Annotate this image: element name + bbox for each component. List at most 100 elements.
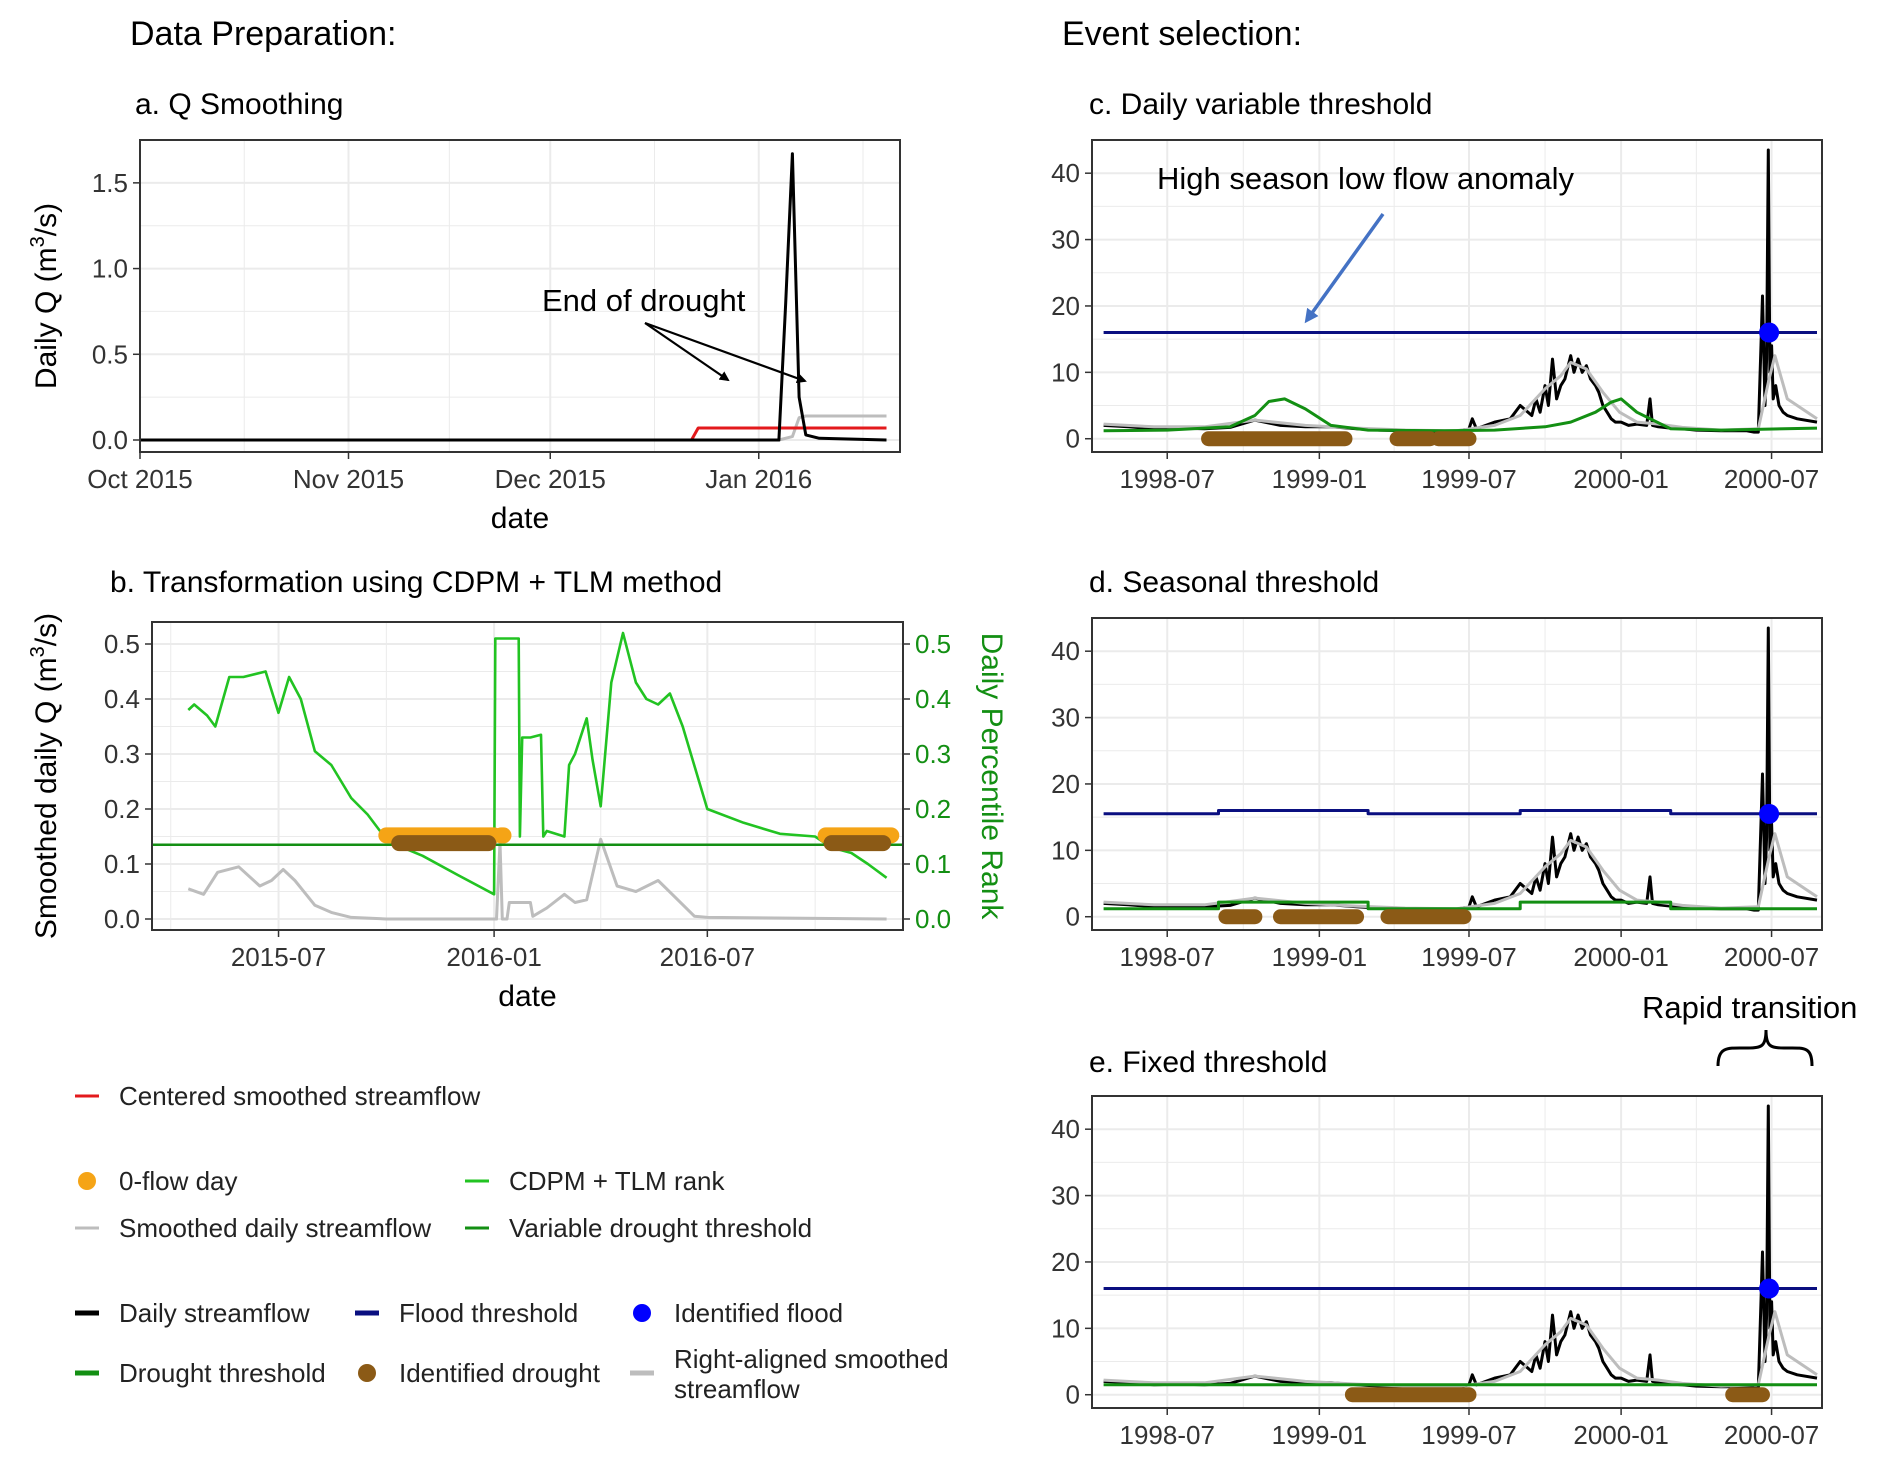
plot-frame bbox=[1091, 617, 1823, 931]
panel-c-chart: c. Daily variable threshold 1998-07 1999-0… bbox=[1051, 88, 1823, 494]
y-tick-label: 0 bbox=[1066, 1380, 1080, 1410]
x-axis-title: date bbox=[491, 502, 549, 535]
y-tick-label: 20 bbox=[1051, 769, 1080, 799]
legend-label: Centered smoothed streamflow bbox=[119, 1081, 481, 1111]
y-tick-label: 0.1 bbox=[104, 849, 140, 879]
x-tick-label: 1999-07 bbox=[1421, 464, 1516, 494]
y-tick-label: 20 bbox=[1051, 291, 1080, 321]
plot-frame bbox=[1091, 139, 1823, 453]
identified-flood-point bbox=[1759, 322, 1780, 343]
y-tick-label: 0 bbox=[1066, 902, 1080, 932]
legend-label: CDPM + TLM rank bbox=[509, 1166, 726, 1196]
y-tick-label: 0.3 bbox=[104, 739, 140, 769]
drought-threshold-line bbox=[1103, 900, 1817, 911]
x-tick-label: Jan 2016 bbox=[705, 464, 812, 494]
y-tick-label: 40 bbox=[1051, 1114, 1080, 1144]
y-tick-label: 30 bbox=[1051, 1181, 1080, 1211]
y2-tick-label: 0.4 bbox=[915, 684, 951, 714]
x-tick-label: 2000-07 bbox=[1724, 942, 1819, 972]
y-tick-label: 30 bbox=[1051, 225, 1080, 255]
y-tick-label: 0.5 bbox=[104, 629, 140, 659]
legend-label: Daily streamflow bbox=[119, 1298, 310, 1328]
panel-e-chart: e. Fixed threshold 1998-07 1999-01 1999-07 2… bbox=[1051, 990, 1857, 1450]
legend-label: streamflow bbox=[674, 1374, 800, 1404]
plot-frame bbox=[1091, 1095, 1823, 1409]
legend-label: Drought threshold bbox=[119, 1358, 326, 1388]
high-season-anomaly-annotation: High season low flow anomaly bbox=[1157, 161, 1574, 196]
daily-series-line bbox=[140, 152, 887, 442]
y-tick-label: 30 bbox=[1051, 703, 1080, 733]
legend-label: Identified drought bbox=[399, 1358, 601, 1388]
y-tick-label: 1.0 bbox=[92, 254, 128, 284]
y-tick-label: 10 bbox=[1051, 835, 1080, 865]
y2-axis-title: Daily Percentile Rank bbox=[975, 633, 1008, 921]
legend-label: Variable drought threshold bbox=[509, 1213, 812, 1243]
y-axis-title-part: /s) bbox=[30, 613, 63, 646]
plot-frame bbox=[139, 139, 901, 453]
plot-frame bbox=[151, 621, 904, 931]
y-axis-title-superscript: 3 bbox=[27, 646, 49, 657]
drought-threshold-line bbox=[1103, 397, 1818, 433]
x-tick-label: Oct 2015 bbox=[87, 464, 193, 494]
end-of-drought-annotation: End of drought bbox=[542, 283, 746, 318]
y-axis-title-part: Daily Q (m bbox=[30, 247, 63, 389]
x-tick-label: 1999-01 bbox=[1272, 942, 1367, 972]
y-tick-label: 0.4 bbox=[104, 684, 140, 714]
identified-flood-point bbox=[1759, 803, 1780, 824]
flood-threshold-line bbox=[1103, 809, 1817, 816]
panel-title: d. Seasonal threshold bbox=[1089, 566, 1379, 599]
panel-title: c. Daily variable threshold bbox=[1089, 88, 1433, 121]
x-tick-label: 2016-07 bbox=[660, 942, 755, 972]
x-tick-label: 1998-07 bbox=[1120, 1420, 1215, 1450]
y2-tick-label: 0.2 bbox=[915, 794, 951, 824]
x-tick-label: 2016-01 bbox=[446, 942, 541, 972]
y-tick-label: 0 bbox=[1066, 424, 1080, 454]
daily-streamflow-line bbox=[1103, 1104, 1818, 1390]
panel-title: b. Transformation using CDPM + TLM metho… bbox=[110, 566, 722, 599]
y2-tick-label: 0.1 bbox=[915, 849, 951, 879]
x-tick-label: Dec 2015 bbox=[495, 464, 606, 494]
y2-tick-label: 0.3 bbox=[915, 739, 951, 769]
left-section-header: Data Preparation: bbox=[130, 15, 397, 53]
legend-key-zero_flow bbox=[78, 1172, 96, 1190]
x-tick-label: 2000-01 bbox=[1573, 942, 1668, 972]
panel-title: e. Fixed threshold bbox=[1089, 1046, 1327, 1079]
x-tick-label: 1998-07 bbox=[1120, 942, 1215, 972]
panel-b-chart: b. Transformation using CDPM + TLM metho… bbox=[27, 566, 1008, 1013]
x-tick-label: 2000-07 bbox=[1724, 1420, 1819, 1450]
rapid-transition-annotation: Rapid transition bbox=[1642, 990, 1857, 1025]
y-axis-title-part: /s) bbox=[30, 203, 63, 236]
y-axis-title-part: Smoothed daily Q (m bbox=[30, 657, 63, 939]
right-aligned-smoothed-streamflow-line bbox=[1103, 354, 1818, 433]
right-aligned-smoothed-streamflow-line bbox=[1103, 832, 1818, 911]
x-tick-label: 1999-01 bbox=[1272, 464, 1367, 494]
legend-label: 0-flow day bbox=[119, 1166, 238, 1196]
x-tick-label: 1999-07 bbox=[1421, 942, 1516, 972]
x-tick-label: 1999-01 bbox=[1272, 1420, 1367, 1450]
legend-key-drought bbox=[358, 1364, 376, 1382]
legend-label: Smoothed daily streamflow bbox=[119, 1213, 431, 1243]
x-tick-label: 2000-01 bbox=[1573, 1420, 1668, 1450]
x-tick-label: 2015-07 bbox=[231, 942, 326, 972]
x-tick-label: 1999-07 bbox=[1421, 1420, 1516, 1450]
y-tick-label: 40 bbox=[1051, 158, 1080, 188]
panel-title: a. Q Smoothing bbox=[135, 88, 343, 121]
right-aligned-smoothed-streamflow-line bbox=[1103, 1310, 1818, 1389]
smoothed-streamflow-line bbox=[187, 837, 887, 921]
legend-label: Right-aligned smoothed bbox=[674, 1344, 949, 1374]
daily-streamflow-line bbox=[1103, 626, 1818, 912]
x-tick-label: 2000-01 bbox=[1573, 464, 1668, 494]
legend-label: Flood threshold bbox=[399, 1298, 578, 1328]
panel-d-chart: d. Seasonal threshold 1998-07 1999-01 1999-… bbox=[1051, 566, 1823, 972]
annotation-arrow bbox=[644, 321, 807, 383]
y2-tick-label: 0.0 bbox=[915, 904, 951, 934]
y-axis-title: Smoothed daily Q (m3/s) bbox=[27, 613, 63, 939]
right-section-header: Event selection: bbox=[1062, 15, 1302, 53]
legend: Centered smoothed streamflow 0-flow day CD… bbox=[75, 1081, 949, 1404]
cdpm-tlm-rank-line bbox=[187, 631, 888, 896]
x-tick-label: 2000-07 bbox=[1724, 464, 1819, 494]
centered-series-line bbox=[140, 426, 887, 442]
y-tick-label: 10 bbox=[1051, 357, 1080, 387]
panel-a-chart: a. Q Smoothing Oct 2015 Nov 2015 Dec 2015 Ja… bbox=[27, 88, 901, 535]
